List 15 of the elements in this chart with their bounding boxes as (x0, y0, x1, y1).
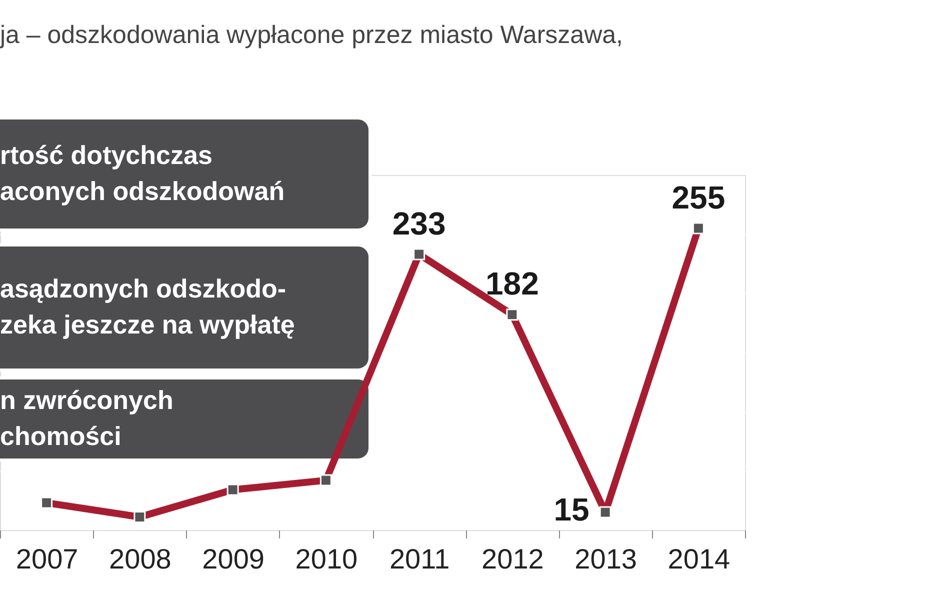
x-tick-label: 2008 (109, 544, 172, 574)
x-tick-label: 2013 (574, 544, 637, 574)
x-tick-label: 2012 (482, 544, 544, 574)
data-label: 255 (672, 179, 726, 216)
x-tick-label: 2010 (295, 544, 358, 574)
data-label: 15 (554, 491, 590, 528)
annotation: rtość dotychczas aconych odszkodowań (0, 140, 285, 206)
annotation: n zwróconych chomości (0, 385, 174, 451)
annotation: asądzonych odszkodo- zeka jeszcze na wypłatę (0, 274, 295, 340)
x-tick-label: 2014 (668, 544, 730, 574)
x-tick-label: 2011 (389, 544, 450, 574)
data-label: 182 (485, 266, 539, 302)
x-tick-label: 2009 (202, 544, 264, 574)
x-tick-label: 2007 (16, 544, 78, 574)
data-label: 233 (392, 205, 446, 242)
